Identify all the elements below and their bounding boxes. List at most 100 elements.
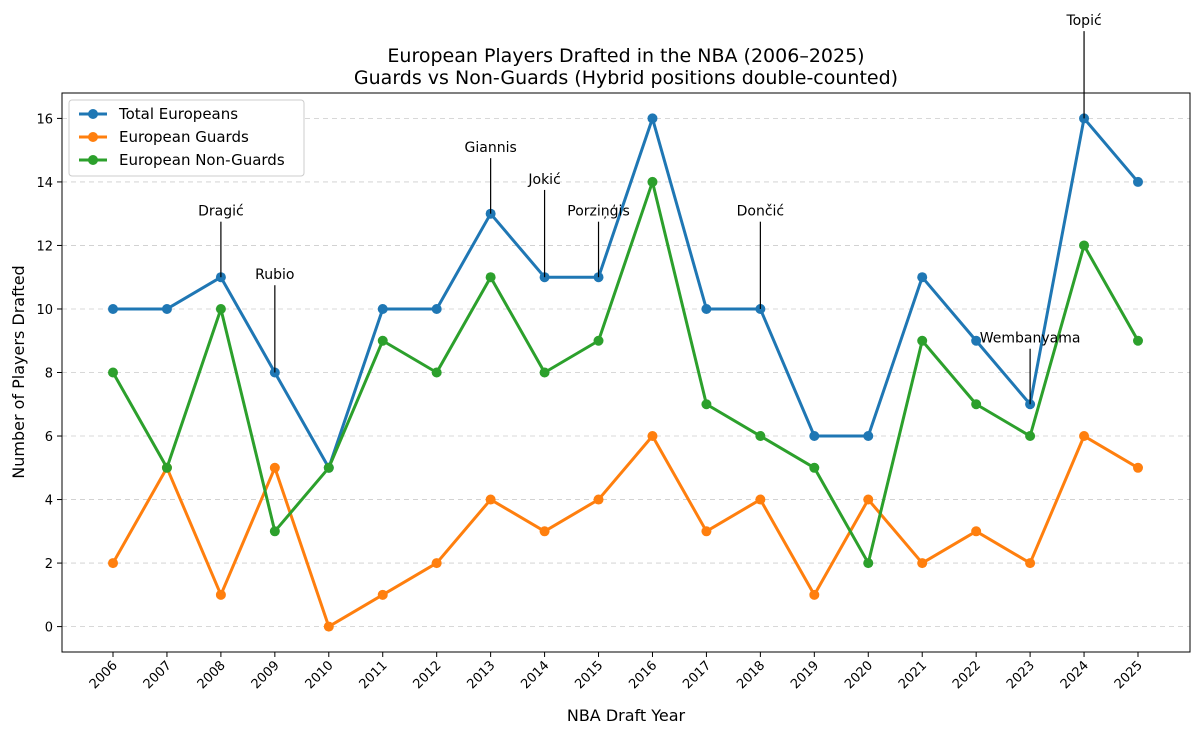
data-point [863, 431, 874, 442]
data-point [485, 272, 496, 283]
data-point [647, 431, 658, 442]
data-point [1025, 431, 1036, 442]
data-point [377, 303, 388, 314]
legend-marker [88, 109, 98, 119]
data-point [431, 303, 442, 314]
data-point [215, 589, 226, 600]
chart-title: European Players Drafted in the NBA (200… [387, 45, 864, 67]
x-tick-label: 2017 [680, 658, 714, 692]
data-point [1133, 176, 1143, 187]
legend-label: European Non-Guards [119, 151, 285, 169]
series-line-0 [113, 116, 1140, 470]
y-tick-label: 0 [45, 621, 53, 636]
annotation-label: Topić [1065, 13, 1101, 29]
data-point [647, 113, 658, 124]
x-tick-label: 2006 [87, 658, 121, 692]
data-point [108, 303, 118, 314]
x-tick-label: 2020 [842, 658, 876, 692]
data-point [917, 272, 928, 283]
x-tick-label: 2013 [464, 658, 498, 692]
data-point [971, 526, 982, 537]
data-point [971, 335, 982, 346]
legend-box [68, 99, 305, 177]
data-point [593, 335, 604, 346]
data-point [971, 399, 982, 410]
y-tick-label: 6 [45, 430, 53, 445]
data-point [809, 589, 820, 600]
data-point [323, 462, 334, 473]
series-line-2 [111, 180, 1140, 565]
data-point [215, 303, 226, 314]
data-point [161, 462, 172, 473]
x-tick-label: 2011 [357, 658, 391, 692]
x-tick-label: 2009 [249, 658, 283, 692]
data-point [755, 431, 766, 442]
data-point [809, 462, 820, 473]
y-tick-label: 12 [36, 239, 53, 254]
annotation-label: Giannis [465, 140, 517, 156]
y-axis-label: Number of Players Drafted [9, 265, 28, 478]
data-point [755, 494, 766, 505]
data-point [1133, 462, 1143, 473]
data-point [593, 494, 604, 505]
x-tick-label: 2008 [195, 658, 229, 692]
x-tick-label: 2023 [1004, 658, 1038, 692]
x-tick-label: 2018 [734, 658, 768, 692]
data-point [269, 462, 280, 473]
annotation-label: Porziņģis [567, 204, 629, 220]
data-point [647, 176, 658, 187]
data-point [539, 526, 550, 537]
y-tick-label: 2 [45, 557, 53, 572]
data-point [431, 367, 442, 378]
x-tick-label: 2019 [788, 658, 822, 692]
x-tick-label: 2021 [896, 658, 930, 692]
x-tick-label: 2022 [950, 658, 984, 692]
data-point [377, 335, 388, 346]
y-tick-label: 14 [36, 176, 53, 191]
data-point [1079, 431, 1090, 442]
data-point [108, 367, 118, 378]
data-point [1025, 558, 1036, 569]
plot-frame [61, 92, 1191, 653]
x-tick-label: 2012 [411, 658, 445, 692]
legend-label: European Guards [119, 128, 249, 146]
data-point [809, 431, 820, 442]
data-point [701, 303, 712, 314]
y-tick-label: 10 [36, 303, 53, 318]
data-point [108, 558, 118, 569]
annotation-label: Dragić [198, 204, 244, 220]
data-point [431, 558, 442, 569]
annotation-label: Jokić [527, 172, 560, 188]
data-point [917, 558, 928, 569]
data-point [269, 526, 280, 537]
x-tick-label: 2016 [626, 658, 660, 692]
data-point [701, 399, 712, 410]
data-point [485, 494, 496, 505]
x-axis-label: NBA Draft Year [567, 706, 686, 725]
y-tick-label: 16 [36, 112, 53, 127]
series-line-1 [111, 434, 1139, 629]
data-point [917, 335, 928, 346]
data-point [1079, 240, 1090, 251]
data-point [539, 367, 550, 378]
chart-subtitle: Guards vs Non-Guards (Hybrid positions d… [354, 67, 898, 89]
x-tick-label: 2014 [518, 658, 552, 692]
y-tick-label: 4 [45, 494, 53, 509]
x-tick-label: 2010 [303, 658, 337, 692]
annotation-label: Wembanyama [980, 331, 1081, 347]
data-point [863, 494, 874, 505]
data-point [323, 621, 334, 632]
x-tick-label: 2024 [1058, 658, 1092, 692]
legend-marker [88, 132, 98, 142]
x-tick-label: 2007 [141, 658, 175, 692]
annotation-label: Dončić [737, 204, 785, 220]
x-tick-label: 2025 [1112, 658, 1146, 692]
legend-label: Total Europeans [118, 105, 238, 123]
y-tick-label: 8 [45, 367, 53, 382]
data-point [161, 303, 172, 314]
x-tick-label: 2015 [572, 658, 606, 692]
annotation-label: Rubio [255, 267, 294, 283]
legend-marker [88, 155, 98, 165]
